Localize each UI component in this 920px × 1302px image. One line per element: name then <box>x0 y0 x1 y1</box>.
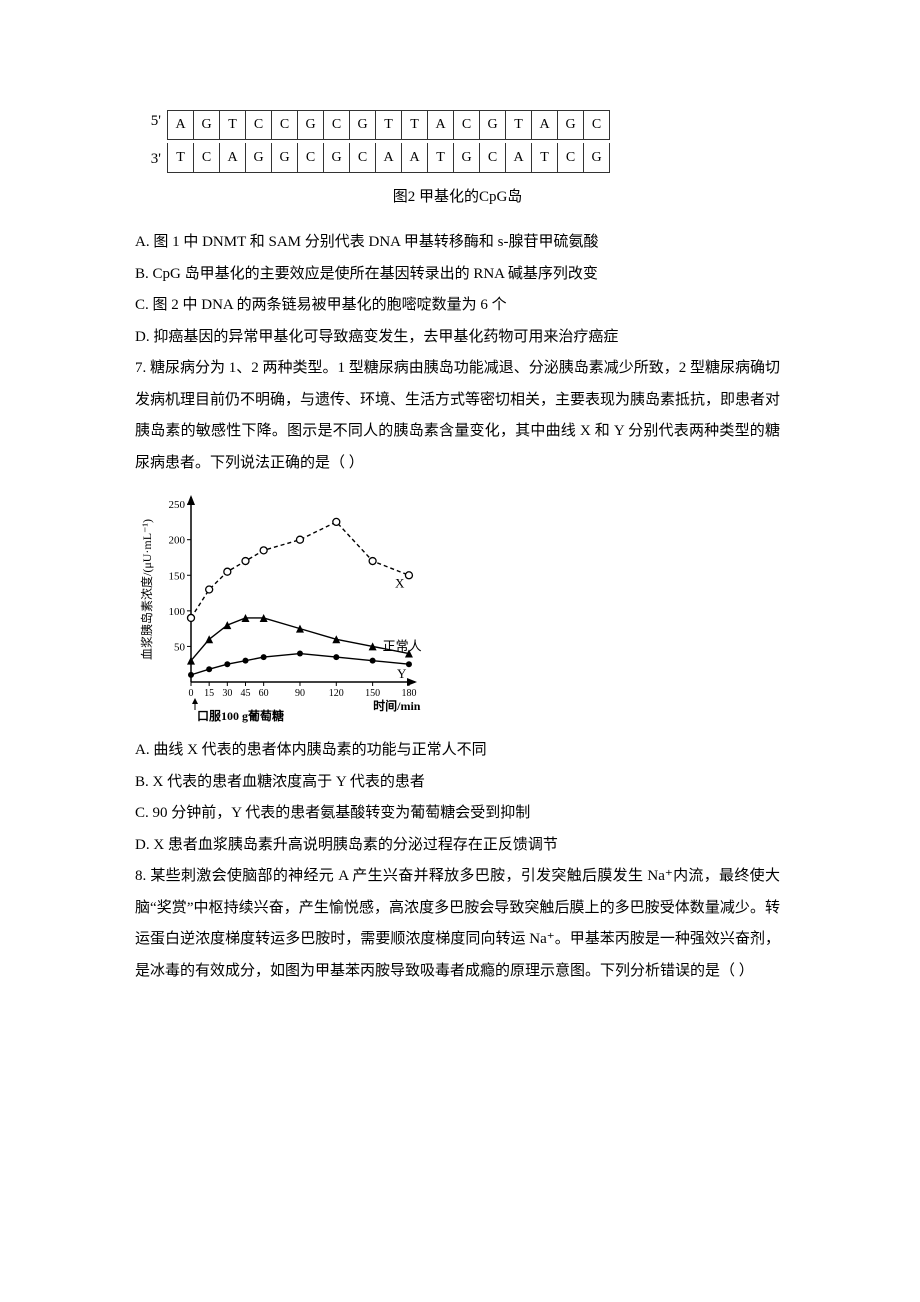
dna-cell: T <box>505 110 532 140</box>
svg-text:150: 150 <box>169 570 186 582</box>
svg-text:90: 90 <box>295 688 305 699</box>
dna-cell: T <box>401 110 428 140</box>
q7-option-b: B. X 代表的患者血糖浓度高于 Y 代表的患者 <box>135 767 780 799</box>
dna-cell: T <box>219 110 246 140</box>
dna-top-strand: AGTCCGCGTTACGTAGC <box>167 110 609 140</box>
dna-cell: T <box>375 110 402 140</box>
dna-cell: G <box>453 143 480 173</box>
q6-option-d: D. 抑癌基因的异常甲基化可导致癌变发生，去甲基化药物可用来治疗癌症 <box>135 322 780 354</box>
dna-cell: A <box>167 110 194 140</box>
q7-option-c: C. 90 分钟前，Y 代表的患者氨基酸转变为葡萄糖会受到抑制 <box>135 798 780 830</box>
dna-cell: T <box>427 143 454 173</box>
svg-text:60: 60 <box>259 688 269 699</box>
svg-text:30: 30 <box>222 688 232 699</box>
figure2-dna: 5' AGTCCGCGTTACGTAGC 3' TCAGGCGCAATGCATC… <box>135 110 780 176</box>
dna-cell: C <box>297 143 324 173</box>
dna-cell: A <box>219 143 246 173</box>
dna-3prime-label: 3' <box>135 144 167 176</box>
dna-cell: C <box>245 110 272 140</box>
dna-cell: G <box>323 143 350 173</box>
svg-text:X: X <box>395 575 405 590</box>
q7-chart: 50 100 150 200 250 0 15 30 45 60 90 120 150 180 血浆胰岛素浓… <box>135 487 425 727</box>
svg-text:45: 45 <box>240 688 250 699</box>
dna-cell: G <box>297 110 324 140</box>
svg-text:120: 120 <box>329 688 344 699</box>
dna-cell: G <box>583 143 610 173</box>
dna-cell: A <box>531 110 558 140</box>
dna-cell: G <box>557 110 584 140</box>
q8-stem: 8. 某些刺激会使脑部的神经元 A 产生兴奋并释放多巴胺，引发突触后膜发生 Na… <box>135 861 780 987</box>
dna-cell: G <box>349 110 376 140</box>
svg-text:15: 15 <box>204 688 214 699</box>
dna-cell: G <box>245 143 272 173</box>
svg-text:180: 180 <box>401 688 416 699</box>
dna-cell: T <box>167 143 194 173</box>
dna-cell: C <box>583 110 610 140</box>
svg-text:Y: Y <box>397 666 407 681</box>
svg-text:时间/min: 时间/min <box>373 698 421 713</box>
svg-text:150: 150 <box>365 688 380 699</box>
dna-cell: C <box>323 110 350 140</box>
dna-cell: C <box>193 143 220 173</box>
dna-bottom-strand: TCAGGCGCAATGCATCG <box>167 143 609 173</box>
dna-cell: C <box>557 143 584 173</box>
dna-cell: G <box>271 143 298 173</box>
svg-text:200: 200 <box>169 535 186 547</box>
svg-text:0: 0 <box>189 688 194 699</box>
svg-text:正常人: 正常人 <box>383 638 422 653</box>
dna-cell: A <box>427 110 454 140</box>
svg-text:50: 50 <box>174 641 186 653</box>
q6-option-b: B. CpG 岛甲基化的主要效应是使所在基因转录出的 RNA 碱基序列改变 <box>135 259 780 291</box>
q6-option-c: C. 图 2 中 DNA 的两条链易被甲基化的胞嘧啶数量为 6 个 <box>135 290 780 322</box>
dna-cell: G <box>193 110 220 140</box>
q7-option-d: D. X 患者血浆胰岛素升高说明胰岛素的分泌过程存在正反馈调节 <box>135 830 780 862</box>
dna-cell: C <box>479 143 506 173</box>
svg-text:250: 250 <box>169 499 186 511</box>
dna-cell: G <box>479 110 506 140</box>
dna-cell: C <box>453 110 480 140</box>
q6-option-a: A. 图 1 中 DNMT 和 SAM 分别代表 DNA 甲基转移酶和 s-腺苷… <box>135 227 780 259</box>
dna-cell: C <box>271 110 298 140</box>
dna-cell: A <box>401 143 428 173</box>
dna-cell: C <box>349 143 376 173</box>
svg-text:100: 100 <box>169 606 186 618</box>
dna-cell: A <box>505 143 532 173</box>
dna-5prime-label: 5' <box>135 106 167 138</box>
svg-text:血浆胰岛素浓度/(μU·mL⁻¹): 血浆胰岛素浓度/(μU·mL⁻¹) <box>139 519 154 660</box>
figure2-caption: 图2 甲基化的CpG岛 <box>135 182 780 214</box>
dna-cell: T <box>531 143 558 173</box>
q7-stem: 7. 糖尿病分为 1、2 两种类型。1 型糖尿病由胰岛功能减退、分泌胰岛素减少所… <box>135 353 780 479</box>
svg-text:口服100 g葡萄糖: 口服100 g葡萄糖 <box>197 708 284 723</box>
q7-option-a: A. 曲线 X 代表的患者体内胰岛素的功能与正常人不同 <box>135 735 780 767</box>
dna-cell: A <box>375 143 402 173</box>
